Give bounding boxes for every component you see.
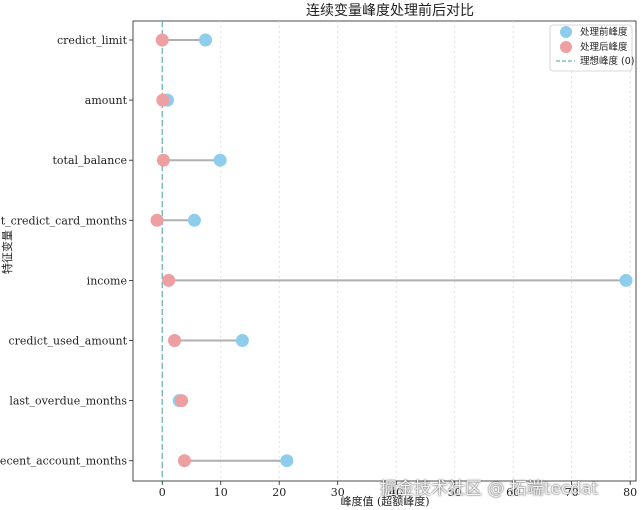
legend-label-reference: 理想峰度 (0): [580, 55, 634, 67]
marker-after-credict_used_amount: [168, 334, 182, 347]
marker-before-credict_used_amount: [235, 334, 249, 347]
x-tick-label-70: 70: [565, 486, 579, 499]
y-tick-label-recent_account_months: recent_account_months: [0, 455, 127, 468]
plot-area: [132, 20, 637, 482]
x-tick-label-60: 60: [506, 486, 520, 499]
y-tick-label-credict_used_amount: credict_used_amount: [8, 335, 127, 348]
marker-after-amount: [156, 93, 170, 107]
marker-before-income: [619, 273, 633, 287]
x-tick-label-30: 30: [331, 486, 345, 499]
legend-marker-after: [560, 41, 572, 53]
markers: [150, 33, 633, 468]
y-tick-label-last_credict_card_months: last_credict_card_months: [0, 214, 127, 227]
marker-after-last_overdue_months: [175, 394, 189, 408]
x-tick-label-10: 10: [214, 486, 228, 499]
connector-lines: [156, 39, 627, 462]
legend-label-before: 处理前峰度: [580, 26, 628, 38]
legend-marker-before: [560, 26, 572, 38]
marker-after-total_balance: [156, 153, 170, 167]
marker-before-total_balance: [213, 153, 227, 167]
y-tick-label-income: income: [87, 274, 127, 287]
marker-before-recent_account_months: [280, 454, 294, 468]
y-tick-label-credict_limit: credict_limit: [57, 34, 128, 47]
legend-label-after: 处理后峰度: [580, 41, 628, 53]
legend: 处理前峰度 处理后峰度 理想峰度 (0): [549, 24, 634, 72]
marker-before-credict_limit: [199, 33, 213, 47]
y-tick-label-amount: amount: [85, 94, 128, 107]
marker-after-credict_limit: [155, 33, 169, 47]
chart-title: 连续变量峰度处理前后对比: [306, 2, 474, 19]
grid: [161, 21, 631, 481]
y-tick-label-total_balance: total_balance: [53, 154, 127, 167]
marker-after-income: [162, 273, 176, 287]
x-tick-labels: 0 10 20 30 40 50 60 70 80: [159, 481, 637, 499]
x-axis-label: 峰度值 (超额峰度): [340, 494, 429, 508]
marker-before-last_credict_card_months: [187, 213, 201, 227]
y-axis-label: 特征变量: [0, 230, 14, 274]
x-tick-label-0: 0: [159, 486, 166, 499]
y-tick-label-last_overdue_months: last_overdue_months: [9, 395, 127, 408]
x-tick-label-80: 80: [623, 486, 637, 499]
x-tick-label-50: 50: [448, 486, 462, 499]
marker-after-recent_account_months: [177, 454, 191, 468]
x-tick-label-20: 20: [272, 486, 286, 499]
x-tick-label-40: 40: [389, 486, 403, 499]
marker-after-last_credict_card_months: [150, 213, 164, 227]
